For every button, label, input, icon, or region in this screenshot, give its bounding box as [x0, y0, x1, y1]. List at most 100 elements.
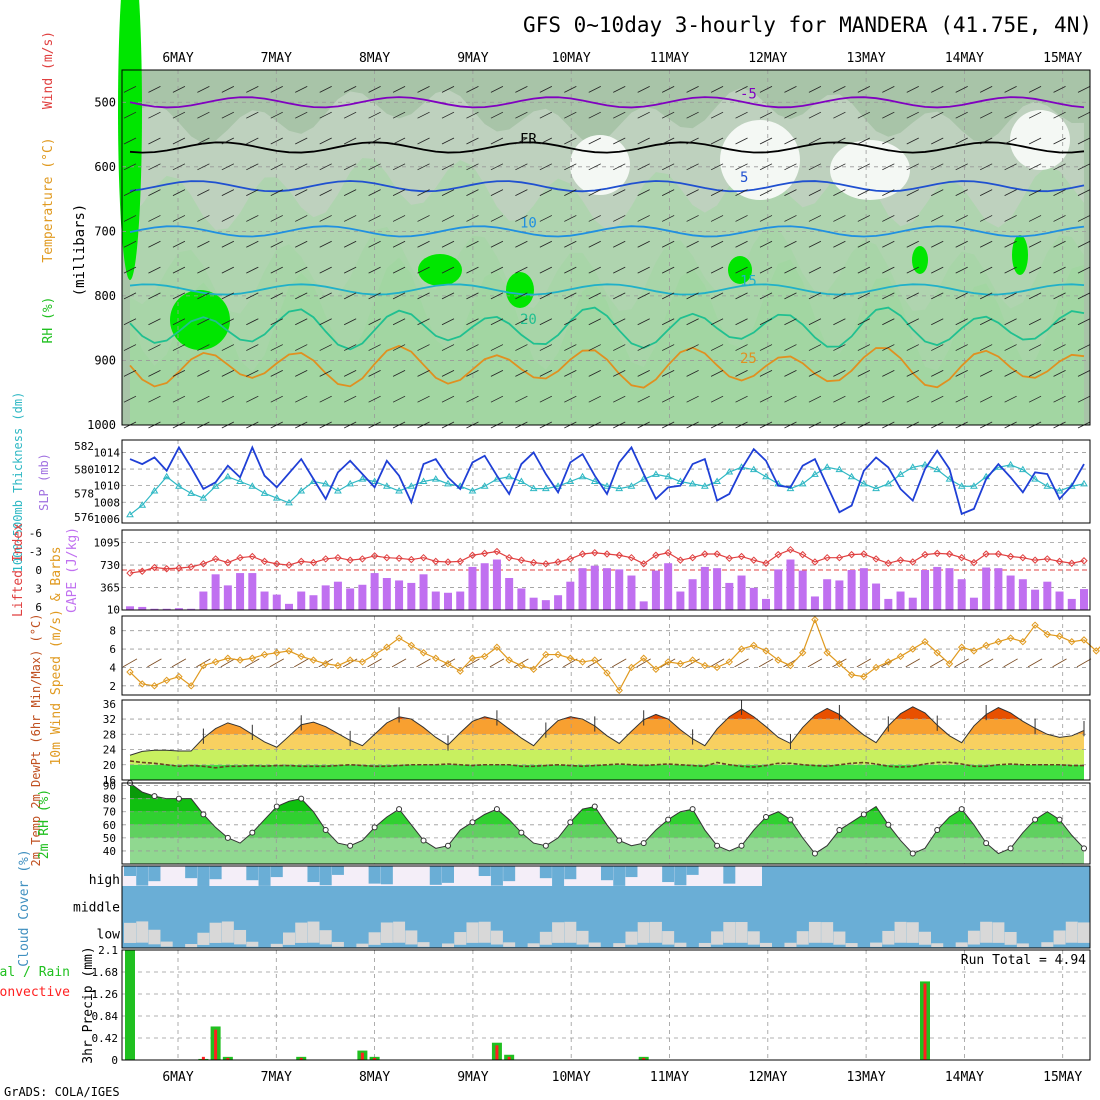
wind-barb-10m: [1076, 658, 1092, 668]
low-cloud-bar: [295, 922, 308, 943]
wind-speed-point: [285, 647, 293, 655]
wind-barb: [613, 86, 626, 93]
slp-tick-label: 1012: [94, 463, 121, 476]
low-cloud-bar: [735, 922, 748, 943]
wind-barb-10m: [832, 658, 847, 668]
wind-barb: [123, 240, 137, 248]
rh2m-point: [396, 806, 403, 813]
cloud-row-label: middle: [73, 900, 120, 915]
date-tick-label-top: 9MAY: [457, 51, 488, 66]
wind-barb: [710, 395, 724, 403]
wind-barb: [466, 292, 479, 300]
wind-barb: [466, 395, 479, 403]
wind-barb: [441, 137, 455, 145]
wind-barb-10m: [709, 658, 725, 668]
thickness-tick-label: 576: [74, 511, 94, 524]
wind-barb: [661, 189, 675, 196]
wind-barb: [441, 240, 455, 248]
cape-bar: [309, 595, 318, 610]
rh2m-point: [763, 813, 769, 820]
lifted-index-point: [150, 563, 159, 572]
wind-barb: [539, 240, 553, 248]
wind-barb-10m: [954, 658, 969, 668]
wind-barb: [759, 240, 773, 248]
slp-axis-label: SLP (mb): [37, 453, 51, 511]
wind-barb: [466, 111, 479, 119]
lifted-index-point: [419, 553, 428, 562]
low-cloud-bar: [148, 929, 161, 945]
lifted-index-point: [688, 553, 697, 562]
date-tick-label-top: 12MAY: [748, 51, 787, 66]
cape-bar: [187, 608, 196, 610]
wind-barb: [808, 111, 822, 119]
wind-barb: [295, 344, 308, 351]
lifted-index-point: [884, 559, 893, 567]
cape-bar: [346, 588, 355, 610]
wind-barb: [539, 111, 553, 119]
rh2m-point: [860, 811, 867, 818]
wind-barb: [1004, 370, 1017, 377]
cloud-row-label: high: [89, 873, 120, 888]
wind-barb: [979, 137, 993, 145]
thickness-point: [811, 470, 819, 477]
wind-barb: [710, 344, 724, 351]
thickness-point: [260, 489, 269, 496]
wind-barb: [857, 86, 871, 93]
thickness-point: [126, 510, 134, 518]
low-cloud-bar: [331, 941, 344, 947]
rh2m-point: [273, 803, 280, 810]
wind-barb: [613, 163, 626, 171]
temp-tick-label: 36: [103, 698, 116, 711]
cape-bar: [1055, 591, 1064, 610]
rh2m-point: [811, 850, 818, 857]
lifted-index-point: [713, 550, 721, 558]
low-cloud-bar: [870, 942, 883, 947]
wind-speed-point: [701, 661, 709, 670]
wind-barb: [931, 370, 944, 377]
wind-barb: [123, 189, 137, 196]
wind-barb: [319, 318, 332, 326]
precip-convective-bar: [373, 1057, 377, 1060]
lifted-index-point: [872, 555, 880, 563]
cape-bar: [847, 570, 856, 610]
wind-speed-point: [358, 658, 367, 666]
wind-barb: [955, 240, 968, 248]
wind-barb: [735, 215, 748, 222]
pressure-tick-label: 800: [94, 289, 116, 303]
thickness-point: [798, 479, 807, 487]
high-cloud-bar: [686, 866, 699, 875]
wind-barb: [833, 189, 846, 196]
wind-barb: [882, 344, 895, 351]
wind-barb: [564, 318, 577, 326]
thickness-point: [199, 494, 208, 501]
cape-bar: [774, 569, 783, 610]
wind-barb: [123, 395, 137, 403]
wind-barb: [613, 395, 626, 403]
wind-barb: [1004, 344, 1017, 351]
rh2m-point: [787, 816, 794, 823]
wind-barb: [1053, 344, 1066, 351]
wind-barb: [661, 266, 675, 274]
isotherm-label: FR: [520, 131, 537, 147]
cape-bar: [810, 596, 819, 610]
low-cloud-bar: [649, 921, 662, 943]
wind-barb: [368, 240, 381, 248]
rh2m-point: [1056, 816, 1063, 823]
isotherm-label: 5: [740, 170, 748, 186]
wind-barb: [833, 163, 846, 171]
wind-barb: [906, 395, 919, 403]
wind-speed-point: [273, 649, 281, 657]
wind-barb: [539, 266, 553, 274]
wind-barb: [1028, 240, 1042, 248]
isotherm-label: 15: [740, 273, 757, 289]
thickness-point: [884, 479, 893, 487]
cape-bar: [786, 559, 795, 610]
lifted-index-point: [835, 553, 844, 562]
date-tick-label-top: 10MAY: [552, 51, 591, 66]
wind-barb: [710, 292, 724, 300]
wind-barb: [197, 344, 210, 351]
wind-barb: [319, 292, 332, 300]
wind-barb: [1028, 163, 1042, 171]
wind-barb-10m: [367, 658, 382, 668]
wind-speed-point: [1080, 636, 1088, 644]
